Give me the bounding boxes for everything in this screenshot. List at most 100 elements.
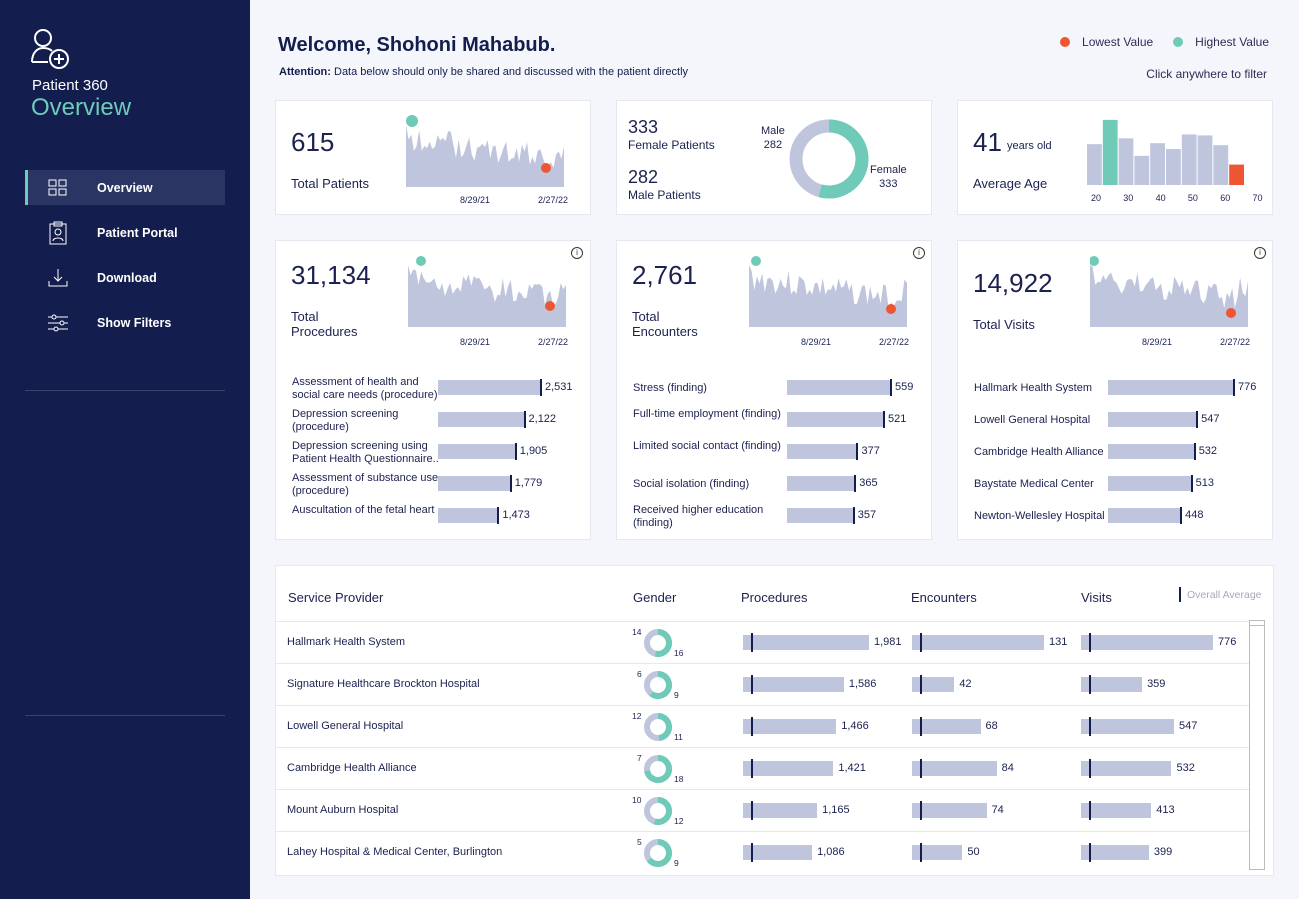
low-point bbox=[545, 301, 555, 311]
female-count: 9 bbox=[674, 858, 679, 868]
table-row[interactable]: Lowell General Hospital 12 11 1,466 68 547 bbox=[276, 705, 1251, 747]
encounters-bar[interactable] bbox=[912, 761, 997, 776]
bar[interactable] bbox=[787, 444, 857, 459]
bar[interactable] bbox=[438, 444, 515, 459]
age-bar[interactable] bbox=[1181, 134, 1197, 185]
date-end: 2/27/22 bbox=[1220, 337, 1251, 347]
average-marker bbox=[1089, 801, 1091, 820]
procedures-bar[interactable] bbox=[743, 845, 813, 860]
table-row[interactable]: Hallmark Health System 14 16 1,981 131 776 bbox=[276, 621, 1251, 663]
gender-donut[interactable] bbox=[643, 796, 673, 826]
col-header-provider[interactable]: Service Provider bbox=[288, 590, 384, 605]
card-gender[interactable]: 333 Female Patients 282 Male Patients Ma… bbox=[616, 100, 932, 215]
procedures-bar[interactable] bbox=[743, 719, 837, 734]
procedures-bar[interactable] bbox=[743, 761, 834, 776]
col-header-encounters[interactable]: Encounters bbox=[911, 590, 977, 605]
age-bar[interactable] bbox=[1213, 145, 1229, 185]
app-subtitle: Patient 360 bbox=[32, 77, 108, 94]
gender-donut[interactable] bbox=[643, 628, 673, 658]
card-total-procedures[interactable]: i 31,134 Total Procedures 8/29/21 2/27/2… bbox=[275, 240, 591, 540]
bar[interactable] bbox=[787, 412, 883, 427]
gender-donut[interactable] bbox=[643, 754, 673, 784]
encounters-bar[interactable] bbox=[912, 845, 963, 860]
low-point bbox=[541, 163, 551, 173]
nav-item-show-filters[interactable]: Show Filters bbox=[25, 305, 225, 340]
bar-category-label: Limited social contact (finding) bbox=[633, 440, 781, 452]
card-average-age[interactable]: 41 years old Average Age 20 30 40 50 60 70 bbox=[957, 100, 1273, 215]
encounters-bar[interactable] bbox=[912, 803, 987, 818]
visits-bar[interactable] bbox=[1081, 677, 1143, 692]
procedures-bar[interactable] bbox=[743, 803, 818, 818]
bar[interactable] bbox=[1108, 508, 1181, 523]
download-icon bbox=[43, 267, 73, 289]
age-bar[interactable] bbox=[1118, 138, 1134, 185]
col-header-visits[interactable]: Visits bbox=[1081, 590, 1112, 605]
visits-bar[interactable] bbox=[1081, 803, 1152, 818]
age-bar[interactable] bbox=[1087, 144, 1102, 185]
col-header-procedures[interactable]: Procedures bbox=[741, 590, 808, 605]
table-row[interactable]: Signature Healthcare Brockton Hospital 6 9… bbox=[276, 663, 1251, 705]
visits-bar[interactable] bbox=[1081, 635, 1213, 650]
bar[interactable] bbox=[787, 508, 853, 523]
bar[interactable] bbox=[1108, 476, 1191, 491]
card-total-patients[interactable]: 615 Total Patients 8/29/21 2/27/22 bbox=[275, 100, 591, 215]
age-bar[interactable] bbox=[1229, 164, 1244, 185]
gender-donut[interactable] bbox=[643, 712, 673, 742]
table-row[interactable]: Mount Auburn Hospital 10 12 1,165 74 413 bbox=[276, 789, 1251, 831]
sidebar-divider bbox=[25, 715, 225, 716]
bar[interactable] bbox=[438, 412, 524, 427]
age-bar[interactable] bbox=[1150, 143, 1165, 185]
total-visits-value: 14,922 bbox=[973, 268, 1053, 298]
date-end: 2/27/22 bbox=[538, 337, 569, 347]
info-icon[interactable]: i bbox=[913, 247, 925, 259]
attention-note: Attention: Data below should only be sha… bbox=[279, 66, 688, 78]
age-bar[interactable] bbox=[1102, 119, 1118, 185]
table-row[interactable]: Lahey Hospital & Medical Center, Burling… bbox=[276, 831, 1251, 873]
card-total-visits[interactable]: i 14,922 Total Visits 8/29/21 2/27/22 Ha… bbox=[957, 240, 1273, 540]
table-row[interactable]: Cambridge Health Alliance 7 18 1,421 84 532 bbox=[276, 747, 1251, 789]
visits-bar[interactable] bbox=[1081, 719, 1175, 734]
bar[interactable] bbox=[787, 380, 890, 395]
average-marker bbox=[751, 843, 753, 862]
visits-bar[interactable] bbox=[1081, 845, 1149, 860]
bar[interactable] bbox=[787, 476, 855, 491]
encounters-bar[interactable] bbox=[912, 719, 981, 734]
col-header-gender[interactable]: Gender bbox=[633, 590, 677, 605]
bar[interactable] bbox=[438, 476, 510, 491]
info-icon[interactable]: i bbox=[571, 247, 583, 259]
overall-average-legend: Overall Average bbox=[1187, 589, 1262, 601]
age-bar[interactable] bbox=[1134, 155, 1150, 185]
info-icon[interactable]: i bbox=[1254, 247, 1266, 259]
encounters-bar[interactable] bbox=[912, 677, 955, 692]
male-count: 14 bbox=[632, 627, 642, 637]
table-scrollbar[interactable] bbox=[1249, 620, 1265, 870]
bar[interactable] bbox=[1108, 380, 1233, 395]
card-total-encounters[interactable]: i 2,761 Total Encounters 8/29/21 2/27/22… bbox=[616, 240, 932, 540]
procedures-bar[interactable] bbox=[743, 635, 869, 650]
encounters-bar[interactable] bbox=[912, 635, 1044, 650]
bar[interactable] bbox=[438, 508, 498, 523]
average-marker bbox=[1089, 633, 1091, 652]
average-marker bbox=[920, 717, 922, 736]
bar-category-label: Depression screening using Patient Healt… bbox=[292, 440, 439, 465]
male-count: 7 bbox=[637, 753, 642, 763]
procedures-bar[interactable] bbox=[743, 677, 844, 692]
nav-item-patient-portal[interactable]: Patient Portal bbox=[25, 215, 225, 250]
bar[interactable] bbox=[1108, 444, 1194, 459]
nav-item-download[interactable]: Download bbox=[25, 260, 225, 295]
visits-bar[interactable] bbox=[1081, 761, 1172, 776]
nav-item-overview[interactable]: Overview bbox=[25, 170, 225, 205]
average-age-value: 41 bbox=[973, 127, 1002, 157]
low-dot-icon bbox=[1060, 37, 1071, 47]
bar[interactable] bbox=[1108, 412, 1197, 427]
sidebar-divider bbox=[25, 390, 225, 391]
age-bar[interactable] bbox=[1197, 135, 1213, 185]
legend-low: Lowest Value bbox=[1060, 35, 1153, 49]
provider-name: Lahey Hospital & Medical Center, Burling… bbox=[287, 846, 503, 858]
bar[interactable] bbox=[438, 380, 540, 395]
gender-donut[interactable] bbox=[643, 670, 673, 700]
sidebar-nav: Overview Patient Portal Download Show Fi… bbox=[25, 170, 225, 350]
age-bar[interactable] bbox=[1166, 149, 1181, 185]
bar-value-label: 2,122 bbox=[528, 413, 557, 425]
gender-donut[interactable] bbox=[643, 838, 673, 868]
